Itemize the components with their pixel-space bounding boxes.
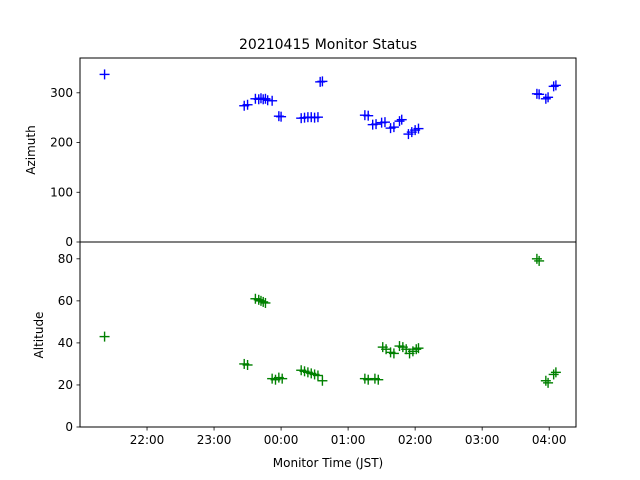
x-tick-label: 04:00 (532, 433, 567, 447)
altitude-axis-label: Altitude (32, 312, 46, 359)
altitude-point (373, 374, 384, 385)
azimuth-point (548, 81, 559, 92)
azimuth-y-tick-label: 0 (65, 235, 73, 249)
x-tick-label: 03:00 (465, 433, 500, 447)
altitude-point (260, 297, 271, 308)
azimuth-point (550, 80, 561, 91)
azimuth-point (371, 119, 382, 130)
azimuth-point (543, 92, 554, 103)
azimuth-y-tick-label: 300 (50, 86, 73, 100)
azimuth-point (396, 114, 407, 125)
altitude-point (540, 375, 551, 386)
altitude-point (411, 344, 422, 355)
altitude-point (99, 331, 110, 342)
azimuth-point (363, 110, 374, 121)
altitude-point (363, 374, 374, 385)
altitude-point (548, 369, 559, 380)
azimuth-point (534, 89, 545, 100)
altitude-y-tick-label: 80 (58, 252, 73, 266)
altitude-point (242, 359, 253, 370)
x-axis-label: Monitor Time (JST) (273, 456, 383, 470)
altitude-point (531, 253, 542, 264)
altitude-plot-frame (79, 241, 577, 428)
altitude-point (388, 348, 399, 359)
altitude-point (550, 367, 561, 378)
altitude-point (277, 373, 288, 384)
azimuth-point (242, 99, 253, 110)
azimuth-y-tick-label: 100 (50, 185, 73, 199)
altitude-point (413, 343, 424, 354)
azimuth-y-ticks: 0 100 200 300 (50, 86, 80, 249)
azimuth-axis-label: Azimuth (24, 125, 38, 174)
azimuth-point (379, 117, 390, 128)
altitude-point (534, 255, 545, 266)
azimuth-point (394, 116, 405, 127)
azimuth-point (317, 76, 328, 87)
altitude-point (253, 294, 264, 305)
altitude-y-tick-label: 40 (58, 336, 73, 350)
altitude-point (312, 370, 323, 381)
azimuth-point (276, 111, 287, 122)
altitude-y-tick-label: 0 (65, 420, 73, 434)
x-tick-label: 00:00 (264, 433, 299, 447)
azimuth-point (388, 122, 399, 133)
altitude-panel: Altitude 0 20 40 60 80 (32, 241, 577, 434)
x-tick-label: 23:00 (197, 433, 232, 447)
altitude-point (258, 296, 269, 307)
azimuth-point (260, 93, 271, 104)
altitude-point (255, 295, 266, 306)
altitude-point (317, 375, 328, 386)
altitude-y-tick-label: 60 (58, 294, 73, 308)
x-tick-label: 22:00 (130, 433, 165, 447)
azimuth-point (312, 112, 323, 123)
azimuth-points (99, 69, 561, 140)
azimuth-point (99, 69, 110, 80)
x-tick-label: 02:00 (398, 433, 433, 447)
chart-title: 20210415 Monitor Status (239, 37, 417, 53)
x-tick-label: 01:00 (331, 433, 366, 447)
altitude-point (543, 377, 554, 388)
azimuth-point (540, 93, 551, 104)
x-axis-ticks: 22:00 23:00 00:00 01:00 02:00 03:00 04:00 (130, 427, 567, 447)
azimuth-point (267, 95, 278, 106)
altitude-y-tick-label: 20 (58, 378, 73, 392)
altitude-y-ticks: 0 20 40 60 80 (58, 252, 80, 434)
azimuth-y-tick-label: 200 (50, 136, 73, 150)
azimuth-point (413, 123, 424, 134)
altitude-points (99, 253, 561, 388)
